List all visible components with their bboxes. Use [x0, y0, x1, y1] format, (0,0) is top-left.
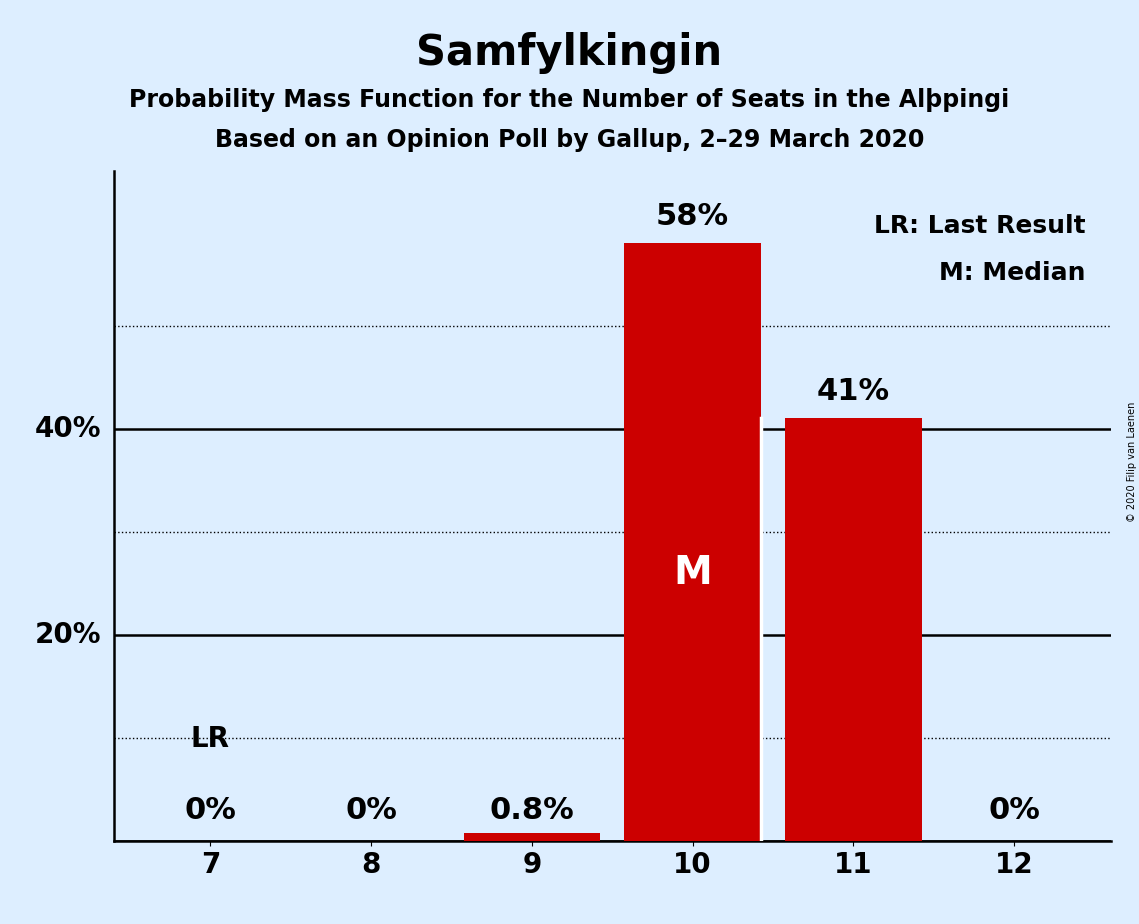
Text: 0%: 0%	[345, 796, 398, 825]
Text: Based on an Opinion Poll by Gallup, 2–29 March 2020: Based on an Opinion Poll by Gallup, 2–29…	[215, 128, 924, 152]
Text: M: M	[673, 553, 712, 592]
Text: M: Median: M: Median	[940, 261, 1085, 286]
Text: Probability Mass Function for the Number of Seats in the Alþpingi: Probability Mass Function for the Number…	[130, 88, 1009, 112]
Text: Samfylkingin: Samfylkingin	[417, 32, 722, 74]
Text: 0%: 0%	[989, 796, 1040, 825]
Text: 41%: 41%	[817, 377, 890, 406]
Text: 0.8%: 0.8%	[490, 796, 574, 825]
Text: 20%: 20%	[34, 621, 101, 649]
Text: 40%: 40%	[34, 415, 101, 443]
Bar	[464, 833, 600, 841]
Text: © 2020 Filip van Laenen: © 2020 Filip van Laenen	[1126, 402, 1137, 522]
Text: LR: Last Result: LR: Last Result	[874, 214, 1085, 238]
Text: 58%: 58%	[656, 201, 729, 231]
Bar	[624, 243, 761, 841]
Bar	[785, 419, 921, 841]
Text: 0%: 0%	[185, 796, 236, 825]
Text: LR: LR	[191, 725, 230, 753]
